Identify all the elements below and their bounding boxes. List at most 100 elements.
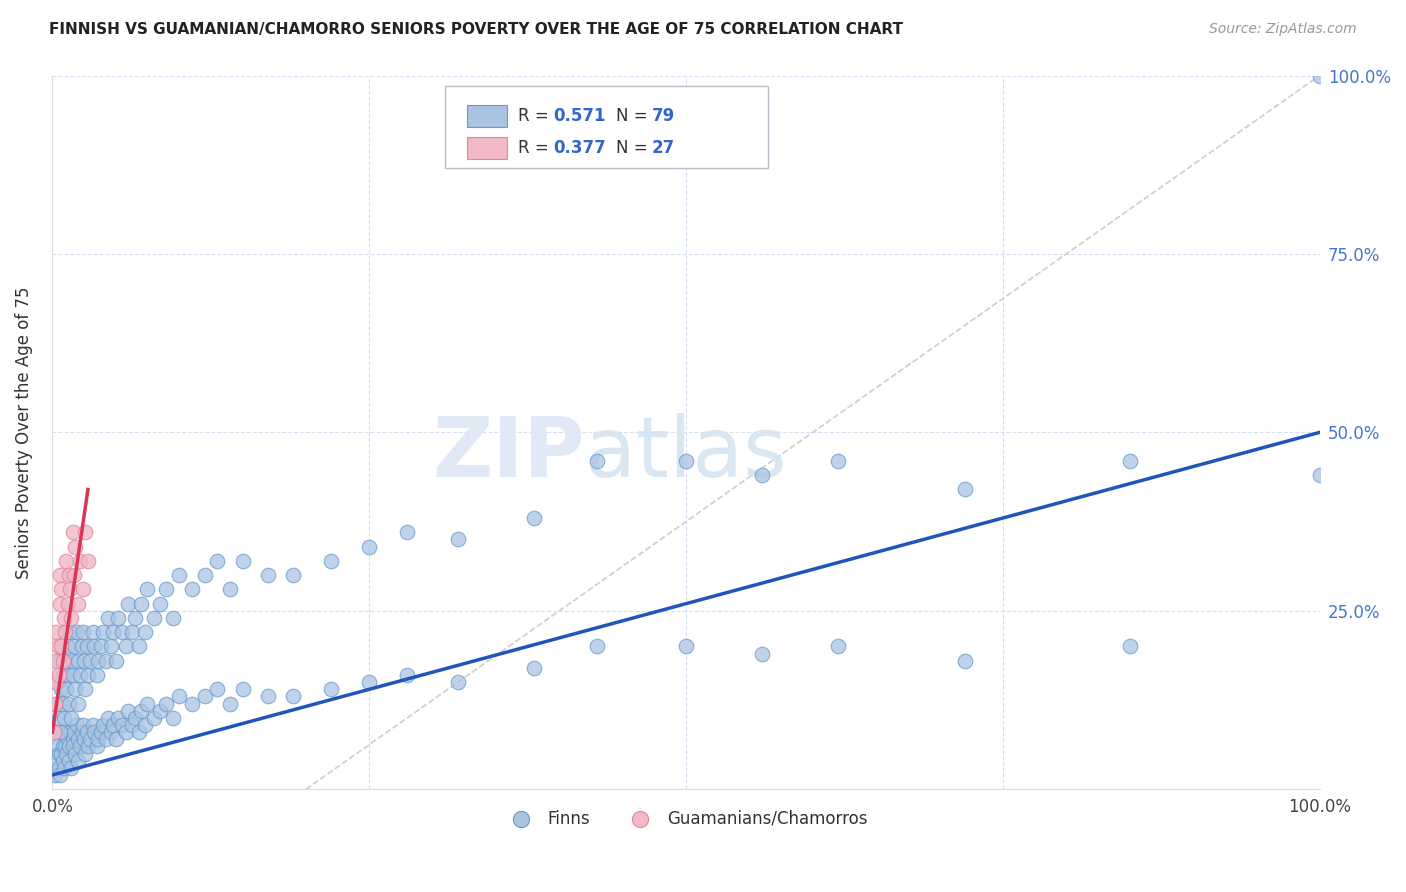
Point <box>121 718 143 732</box>
Point <box>65 718 87 732</box>
Point <box>46 675 69 690</box>
Point <box>70 725 93 739</box>
Point <box>53 654 76 668</box>
Point <box>87 732 110 747</box>
Point <box>51 640 73 654</box>
Point <box>44 697 66 711</box>
Point <box>53 625 76 640</box>
Legend: Finns, Guamanians/Chamorros: Finns, Guamanians/Chamorros <box>498 803 875 834</box>
Point <box>63 725 86 739</box>
Point <box>55 747 77 761</box>
Text: R =: R = <box>517 139 554 157</box>
Point <box>48 668 70 682</box>
Point <box>90 725 112 739</box>
Point <box>321 682 343 697</box>
Point <box>60 761 83 775</box>
Point <box>162 611 184 625</box>
Point <box>62 732 84 747</box>
Point <box>48 761 70 775</box>
Text: FINNISH VS GUAMANIAN/CHAMORRO SENIORS POVERTY OVER THE AGE OF 75 CORRELATION CHA: FINNISH VS GUAMANIAN/CHAMORRO SENIORS PO… <box>49 22 903 37</box>
Point <box>44 654 66 668</box>
Point <box>257 568 280 582</box>
Point <box>142 611 165 625</box>
Point <box>136 697 159 711</box>
Point <box>62 654 84 668</box>
Point <box>1118 640 1140 654</box>
Point <box>94 732 117 747</box>
Point <box>134 718 156 732</box>
Point <box>1309 69 1331 83</box>
Point <box>90 640 112 654</box>
Point <box>49 768 72 782</box>
Point <box>124 611 146 625</box>
Point <box>155 582 177 597</box>
Point <box>121 625 143 640</box>
Point <box>52 761 75 775</box>
Point <box>827 454 849 468</box>
Point <box>83 725 105 739</box>
Point <box>42 725 65 739</box>
Point <box>53 625 76 640</box>
Point <box>69 668 91 682</box>
Point <box>73 732 96 747</box>
Point <box>76 725 98 739</box>
Point <box>100 725 122 739</box>
Point <box>70 640 93 654</box>
Point <box>53 739 76 754</box>
Text: 27: 27 <box>652 139 675 157</box>
Point <box>100 640 122 654</box>
Point <box>56 640 79 654</box>
Point <box>49 597 72 611</box>
Point <box>48 747 70 761</box>
Point <box>103 718 125 732</box>
Point <box>124 711 146 725</box>
Point <box>46 739 69 754</box>
Point <box>62 668 84 682</box>
Point <box>58 739 80 754</box>
Point <box>91 625 114 640</box>
Point <box>56 597 79 611</box>
Text: N =: N = <box>616 107 654 125</box>
FancyBboxPatch shape <box>446 87 769 169</box>
Point <box>45 754 67 768</box>
Point <box>51 582 73 597</box>
Point <box>75 682 97 697</box>
Point <box>94 654 117 668</box>
Point <box>115 725 138 739</box>
Point <box>65 540 87 554</box>
Point <box>103 625 125 640</box>
Point <box>136 582 159 597</box>
Text: 79: 79 <box>652 107 675 125</box>
Point <box>66 597 89 611</box>
Point <box>79 732 101 747</box>
Point <box>953 483 976 497</box>
Point <box>82 625 104 640</box>
Point <box>52 654 75 668</box>
Point <box>257 690 280 704</box>
Point <box>827 640 849 654</box>
Point <box>60 611 83 625</box>
Point <box>77 739 100 754</box>
Point <box>149 704 172 718</box>
Point <box>58 668 80 682</box>
Point <box>59 582 82 597</box>
Point <box>51 682 73 697</box>
Point <box>77 668 100 682</box>
Point <box>586 640 609 654</box>
Point <box>56 732 79 747</box>
Point <box>55 682 77 697</box>
Point <box>167 690 190 704</box>
Point <box>62 739 84 754</box>
Text: R =: R = <box>517 107 554 125</box>
Point <box>44 725 66 739</box>
Point <box>58 697 80 711</box>
Point <box>66 754 89 768</box>
Point <box>75 525 97 540</box>
Point <box>447 533 470 547</box>
Point <box>97 611 120 625</box>
Point <box>48 711 70 725</box>
Point <box>86 739 108 754</box>
Point <box>180 697 202 711</box>
Point <box>52 668 75 682</box>
Point <box>751 647 773 661</box>
